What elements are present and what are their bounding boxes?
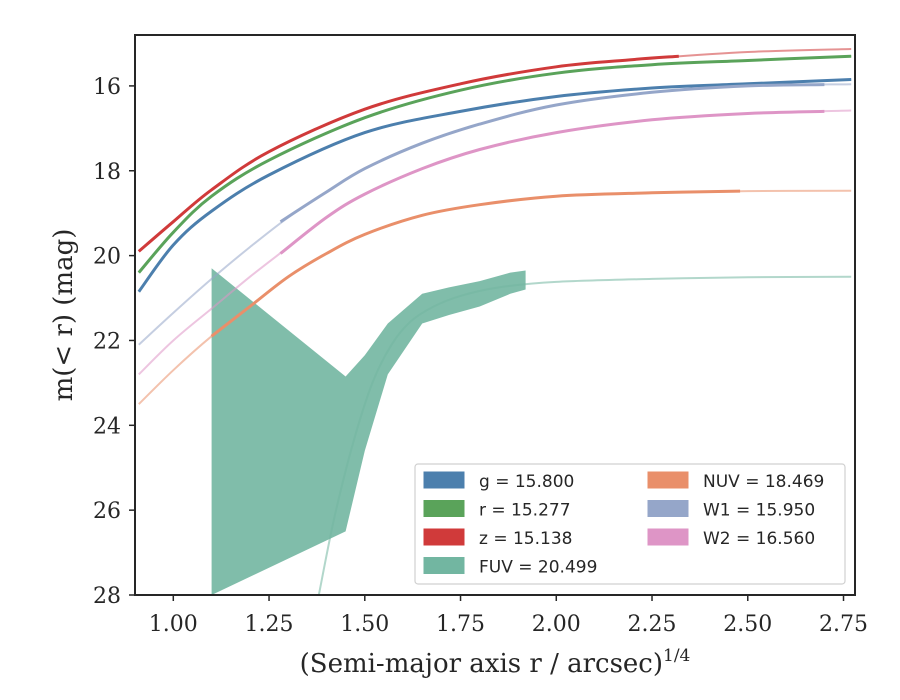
- x-tick-label: 1.25: [245, 612, 294, 637]
- x-tick-label: 1.75: [436, 612, 485, 637]
- legend-swatch-w1: [647, 500, 689, 517]
- y-tick-label: 28: [93, 584, 121, 609]
- model-line-z: [138, 48, 852, 253]
- band-fuv: [211, 268, 526, 595]
- legend-label-g: g = 15.800: [479, 472, 574, 492]
- legend-swatch-r: [423, 500, 465, 517]
- y-tick-label: 20: [93, 245, 121, 270]
- x-axis-ticks: 1.00 1.25 1.50 1.75 2.00 2.25 2.50 2.75: [149, 595, 868, 637]
- model-line-fuv: [317, 275, 852, 595]
- x-tick-label: 1.50: [340, 612, 389, 637]
- legend-frame: [414, 463, 846, 585]
- plot-content: [137, 48, 852, 595]
- y-axis-ticks: 16 18 20 22 24 26 28: [93, 75, 135, 609]
- legend-label-z: z = 15.138: [479, 529, 572, 549]
- legend-swatch-fuv: [423, 557, 465, 574]
- x-axis-title-text: (Semi-major axis r / arcsec): [300, 649, 663, 679]
- y-tick-label: 26: [93, 499, 121, 524]
- x-tick-label: 2.50: [723, 612, 772, 637]
- data-line-g: [137, 78, 852, 293]
- x-tick-label: 2.25: [628, 612, 677, 637]
- y-tick-label: 24: [93, 414, 121, 439]
- y-tick-label: 18: [93, 160, 121, 185]
- y-tick-label: 16: [93, 75, 121, 100]
- data-line-w2: [279, 109, 825, 255]
- x-tick-label: 2.75: [819, 612, 868, 637]
- y-tick-label: 22: [93, 329, 121, 354]
- x-tick-label: 1.00: [149, 612, 198, 637]
- x-axis-title-exponent: 1/4: [663, 646, 690, 666]
- legend-label-r: r = 15.277: [479, 501, 571, 521]
- model-line-g: [137, 78, 852, 293]
- data-line-w1: [279, 83, 825, 223]
- plot-frame: [134, 34, 856, 596]
- data-line-nuv: [210, 189, 741, 338]
- y-axis-title: m(< r) (mag): [49, 229, 79, 402]
- legend-swatch-nuv: [647, 471, 689, 489]
- legend: g = 15.800 r = 15.277 z = 15.138 FUV = 20.4…: [414, 463, 846, 585]
- legend-label-nuv: NUV = 18.469: [703, 472, 824, 492]
- x-axis-title: (Semi-major axis r / arcsec)1/4: [300, 646, 691, 679]
- legend-label-fuv: FUV = 20.499: [479, 558, 597, 578]
- legend-label-w1: W1 = 15.950: [703, 501, 815, 521]
- data-line-r: [137, 54, 852, 274]
- data-line-z: [137, 54, 679, 253]
- legend-swatch-g: [423, 471, 465, 489]
- legend-swatch-w2: [647, 528, 689, 546]
- legend-label-w2: W2 = 16.560: [703, 529, 815, 549]
- uncertainty-bands: [211, 268, 526, 595]
- x-tick-label: 2.00: [532, 612, 581, 637]
- data-lines: [137, 54, 852, 338]
- legend-swatch-z: [423, 528, 465, 546]
